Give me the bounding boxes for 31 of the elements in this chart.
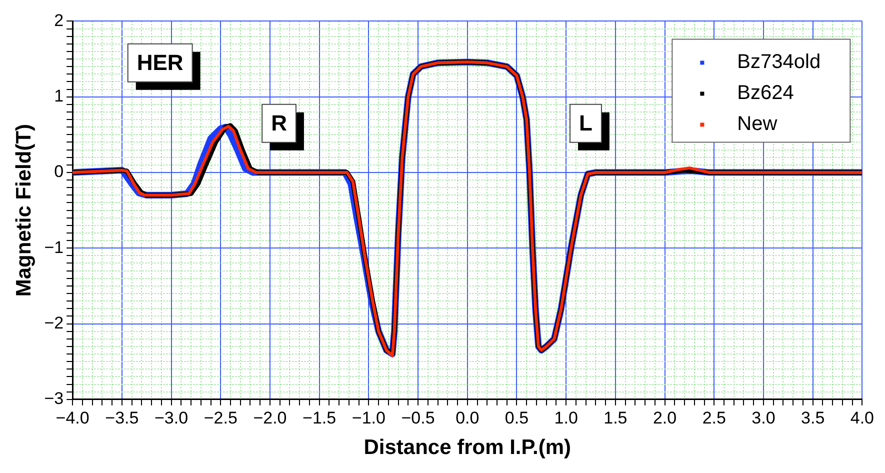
x-tick-label: 3.0 bbox=[752, 408, 776, 428]
x-tick-label: 0.0 bbox=[456, 408, 480, 428]
y-tick-label: −1 bbox=[44, 238, 64, 257]
x-tick-label: 1.5 bbox=[604, 408, 628, 428]
y-tick-label: −3 bbox=[44, 389, 64, 408]
y-axis-title: Magnetic Field(T) bbox=[12, 124, 36, 297]
legend-label: Bz624 bbox=[737, 82, 794, 104]
x-tick-label: −1.0 bbox=[352, 408, 386, 428]
annotation: HER bbox=[136, 50, 184, 75]
x-tick-label: −3.0 bbox=[154, 408, 188, 428]
x-tick-label: 2.5 bbox=[702, 408, 726, 428]
x-tick-label: −3.5 bbox=[105, 408, 139, 428]
x-tick-label: −0.5 bbox=[401, 408, 435, 428]
y-tick-label: −2 bbox=[44, 313, 64, 332]
x-tick-label: −1.5 bbox=[302, 408, 336, 428]
x-tick-label: 0.5 bbox=[504, 408, 529, 428]
x-tick-label: 4.0 bbox=[850, 408, 874, 428]
y-tick-label: 0 bbox=[54, 162, 64, 182]
x-tick-label: −4.0 bbox=[56, 408, 90, 428]
legend-label: Bz734old bbox=[737, 51, 821, 74]
legend-label: New bbox=[737, 113, 778, 136]
x-tick-label: 2.0 bbox=[652, 408, 677, 428]
y-tick-label: 2 bbox=[54, 10, 64, 30]
annotation: L bbox=[579, 110, 592, 136]
x-tick-label: 3.5 bbox=[801, 408, 825, 428]
y-tick-label: 1 bbox=[54, 86, 64, 106]
x-axis-title: Distance from I.P.(m) bbox=[364, 436, 572, 460]
x-tick-label: 1.0 bbox=[554, 408, 578, 428]
x-tick-label: −2.5 bbox=[204, 408, 238, 428]
annotation: R bbox=[271, 110, 288, 136]
x-tick-label: −2.0 bbox=[253, 408, 287, 428]
